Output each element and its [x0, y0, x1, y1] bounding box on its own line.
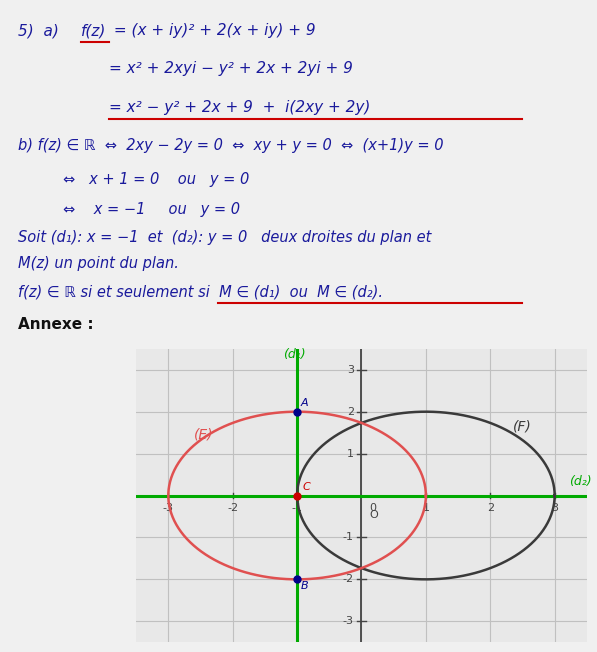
Text: M(z) un point du plan.: M(z) un point du plan.	[18, 256, 179, 271]
Text: f(z): f(z)	[81, 23, 106, 38]
Text: (d₁): (d₁)	[282, 348, 305, 361]
Text: Annexe :: Annexe :	[18, 318, 94, 333]
Text: 1: 1	[422, 503, 429, 513]
Text: -1: -1	[343, 533, 354, 542]
Text: (d₂): (d₂)	[569, 475, 592, 488]
Text: -2: -2	[227, 503, 238, 513]
Text: (E): (E)	[194, 428, 214, 442]
Text: -2: -2	[343, 574, 354, 584]
Text: Soit (d₁): x = −1  et  (d₂): y = 0   deux droites du plan et: Soit (d₁): x = −1 et (d₂): y = 0 deux dr…	[18, 230, 431, 245]
Text: -1: -1	[291, 503, 303, 513]
Text: 3: 3	[347, 364, 354, 375]
Text: b) f(z) ∈ ℝ  ⇔  2xy − 2y = 0  ⇔  xy + y = 0  ⇔  (x+1)y = 0: b) f(z) ∈ ℝ ⇔ 2xy − 2y = 0 ⇔ xy + y = 0 …	[18, 138, 444, 153]
Text: 2: 2	[487, 503, 494, 513]
Text: A: A	[301, 398, 309, 408]
Text: f(z) ∈ ℝ si et seulement si  M ∈ (d₁)  ou  M ∈ (d₂).: f(z) ∈ ℝ si et seulement si M ∈ (d₁) ou …	[18, 284, 383, 299]
Text: -3: -3	[163, 503, 174, 513]
Text: O: O	[369, 510, 378, 520]
Text: = (x + iy)² + 2(x + iy) + 9: = (x + iy)² + 2(x + iy) + 9	[109, 23, 316, 38]
Text: ⇔    x = −1     ou   y = 0: ⇔ x = −1 ou y = 0	[63, 202, 239, 217]
Text: 0: 0	[369, 503, 376, 513]
Text: 1: 1	[347, 449, 354, 458]
Text: ⇔   x + 1 = 0    ou   y = 0: ⇔ x + 1 = 0 ou y = 0	[63, 171, 249, 186]
Text: 2: 2	[347, 407, 354, 417]
Text: -3: -3	[343, 616, 354, 627]
Text: 3: 3	[551, 503, 558, 513]
Text: = x² + 2xyi − y² + 2x + 2yi + 9: = x² + 2xyi − y² + 2x + 2yi + 9	[109, 61, 353, 76]
Text: 5)  a): 5) a)	[18, 23, 59, 38]
Text: = x² − y² + 2x + 9  +  i(2xy + 2y): = x² − y² + 2x + 9 + i(2xy + 2y)	[109, 100, 371, 115]
Text: (F): (F)	[513, 419, 531, 434]
Text: C: C	[303, 482, 310, 492]
Text: B: B	[301, 580, 309, 591]
